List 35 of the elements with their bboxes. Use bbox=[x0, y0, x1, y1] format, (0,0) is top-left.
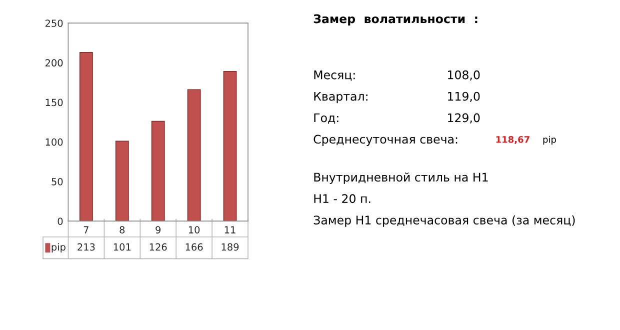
text: 129,0 bbox=[448, 113, 480, 124]
data-label: 189 bbox=[222, 243, 239, 251]
data-label: 126 bbox=[150, 243, 167, 251]
text: Внутридневной стиль на H1 bbox=[314, 172, 488, 184]
bar bbox=[223, 70, 237, 222]
bar bbox=[115, 140, 129, 222]
y-tick-label: 100 bbox=[46, 138, 63, 146]
bar bbox=[187, 89, 201, 222]
text: H1 - 20 п. bbox=[314, 194, 370, 204]
text: 119,0 bbox=[448, 92, 480, 102]
x-tick-label: 9 bbox=[156, 226, 161, 234]
y-tick-label: 200 bbox=[45, 59, 63, 67]
text: Замер H1 среднечасовая свеча (за месяц) bbox=[314, 215, 575, 227]
text: Квартал: bbox=[314, 92, 368, 104]
y-tick-label: 150 bbox=[46, 98, 63, 106]
text: 118,67 bbox=[496, 136, 530, 144]
data-label: 213 bbox=[78, 243, 95, 251]
text: Замер волатильности : bbox=[314, 14, 478, 26]
y-tick-label: 250 bbox=[45, 20, 63, 27]
bar bbox=[151, 120, 165, 222]
text: 108,0 bbox=[448, 70, 480, 81]
text: Месяц: bbox=[314, 70, 355, 81]
x-tick-label: 8 bbox=[120, 226, 125, 234]
bar bbox=[79, 52, 93, 222]
text: Среднесуточная свеча: bbox=[314, 134, 458, 146]
y-tick-label: 0 bbox=[58, 218, 63, 225]
data-label: 166 bbox=[186, 243, 203, 251]
x-tick-label: 7 bbox=[84, 226, 88, 234]
x-tick-label: 10 bbox=[188, 226, 200, 234]
x-tick-label: 11 bbox=[224, 226, 236, 234]
data-label: 101 bbox=[114, 243, 131, 251]
y-tick-label: 50 bbox=[52, 178, 63, 186]
text: Год: bbox=[314, 113, 338, 124]
legend-label: pip bbox=[52, 243, 66, 253]
text: pip bbox=[543, 136, 556, 145]
